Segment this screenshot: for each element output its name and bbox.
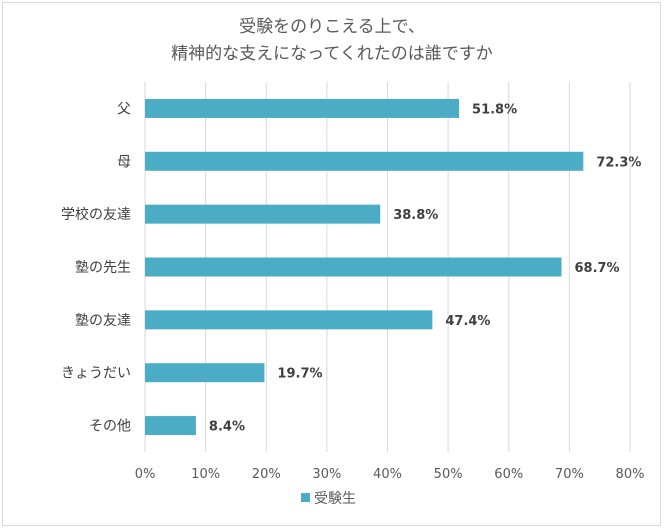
legend-label: 受験生 (314, 491, 356, 507)
bar (145, 151, 584, 171)
bar (145, 310, 433, 330)
category-label: 塾の友達 (75, 313, 131, 329)
data-label: 68.7% (574, 261, 619, 276)
category-label: きょうだい (61, 366, 131, 382)
chart-title-line-1: 受験をのりこえる上で、 (239, 17, 425, 37)
data-label: 72.3% (596, 155, 641, 170)
x-tick-label: 20% (252, 467, 281, 482)
x-tick-label: 80% (616, 467, 645, 482)
data-label: 19.7% (277, 367, 322, 382)
chart-title-line-2: 精神的な支えになってくれたのは誰ですか (171, 44, 493, 64)
x-tick-label: 50% (434, 467, 463, 482)
category-label: その他 (89, 419, 131, 435)
x-tick-label: 70% (555, 467, 584, 482)
data-label: 51.8% (472, 102, 517, 117)
x-tick-labels: 0% 10% 20% 30% 40% 50% 60% 70% 80% (135, 467, 645, 482)
x-tick-label: 0% (135, 467, 156, 482)
bar (145, 98, 460, 118)
category-label: 学校の友達 (61, 206, 131, 223)
data-label: 38.8% (393, 208, 438, 223)
bar (145, 204, 381, 224)
x-tick-label: 30% (312, 467, 341, 482)
category-label: 父 (117, 101, 131, 117)
x-tick-label: 60% (494, 467, 523, 482)
data-labels: 51.8% 72.3% 38.8% 68.7% 47.4% 19.7% 8.4% (209, 102, 642, 434)
bars (145, 98, 584, 436)
bar (145, 257, 562, 277)
data-label: 8.4% (209, 420, 245, 435)
x-tick-label: 10% (191, 467, 220, 482)
legend: 受験生 (301, 491, 356, 507)
bar (145, 416, 196, 436)
bar (145, 363, 265, 383)
legend-swatch (301, 493, 310, 502)
data-label: 47.4% (445, 314, 490, 329)
category-label: 母 (117, 154, 131, 170)
category-label: 塾の先生 (75, 260, 131, 276)
x-tick-label: 40% (373, 467, 402, 482)
